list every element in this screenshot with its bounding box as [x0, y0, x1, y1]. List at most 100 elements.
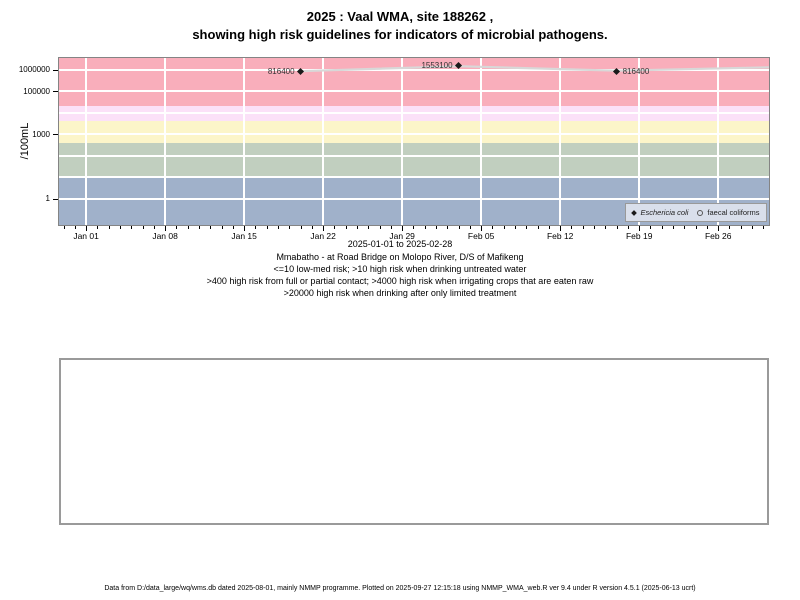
x-minor-tick [356, 226, 358, 229]
x-minor-tick [232, 226, 234, 229]
page-title-line2: showing high risk guidelines for indicat… [192, 27, 608, 42]
x-major-tick [481, 226, 483, 231]
h-gridline [59, 68, 769, 71]
x-tick-label: Jan 01 [73, 231, 99, 241]
legend-label-faecal: faecal coliforms [707, 208, 760, 217]
x-minor-tick [300, 226, 302, 229]
x-minor-tick [187, 226, 189, 229]
x-major-tick [244, 226, 246, 231]
x-minor-tick [673, 226, 675, 229]
y-tick [53, 134, 58, 136]
caption-date-range: 2025-01-01 to 2025-02-28 [347, 239, 453, 249]
x-minor-tick [379, 226, 381, 229]
x-minor-tick [97, 226, 99, 229]
x-minor-tick [424, 226, 426, 229]
data-point-label: 1553100 [421, 60, 453, 70]
x-major-tick [560, 226, 562, 231]
x-minor-tick [469, 226, 471, 229]
legend-item-faecal: faecal coliforms [697, 208, 760, 217]
chart-legend: Eschericia coli faecal coliforms [625, 203, 767, 222]
x-minor-tick [447, 226, 449, 229]
caption-guideline-1: <=10 low-med risk; >10 high risk when dr… [273, 264, 527, 274]
h-gridline [59, 90, 769, 93]
x-major-tick [86, 226, 88, 231]
h-gridline [59, 133, 769, 136]
v-gridline [164, 58, 167, 225]
risk-band [59, 106, 769, 122]
x-minor-tick [650, 226, 652, 229]
x-minor-tick [492, 226, 494, 229]
x-minor-tick [210, 226, 212, 229]
x-major-tick [323, 226, 325, 231]
y-tick-label: 1000 [32, 129, 50, 139]
x-minor-tick [176, 226, 178, 229]
x-minor-tick [119, 226, 121, 229]
h-gridline [59, 111, 769, 114]
x-minor-tick [108, 226, 110, 229]
x-minor-tick [695, 226, 697, 229]
x-minor-tick [706, 226, 708, 229]
v-gridline [85, 58, 88, 225]
page-title-line1: 2025 : Vaal WMA, site 188262 , [306, 9, 494, 24]
y-tick [53, 91, 58, 93]
x-major-tick [639, 226, 641, 231]
x-minor-tick [131, 226, 133, 229]
data-point-label: 816400 [622, 66, 650, 76]
x-minor-tick [153, 226, 155, 229]
v-gridline [243, 58, 246, 225]
x-minor-tick [627, 226, 629, 229]
open-circle-icon [697, 209, 704, 216]
x-minor-tick [763, 226, 765, 229]
x-major-tick [718, 226, 720, 231]
v-gridline [559, 58, 562, 225]
x-tick-label: Feb 26 [704, 231, 732, 241]
caption-site-description: Mmabatho - at Road Bridge on Molopo Rive… [276, 252, 524, 262]
x-minor-tick [311, 226, 313, 229]
x-minor-tick [729, 226, 731, 229]
data-point-label: 816400 [267, 66, 295, 76]
h-gridline [59, 197, 769, 200]
chart-plot-area: Eschericia coli faecal coliforms 816400 1… [59, 58, 769, 225]
y-tick-label: 1 [45, 194, 50, 204]
x-minor-tick [63, 226, 65, 229]
v-gridline [401, 58, 404, 225]
h-gridline [59, 176, 769, 179]
x-minor-tick [616, 226, 618, 229]
h-gridline [59, 154, 769, 157]
y-tick-label: 1000000 [18, 65, 50, 75]
x-minor-tick [266, 226, 268, 229]
faecal-coliforms-line [300, 65, 769, 73]
x-tick-label: Jan 15 [231, 231, 257, 241]
x-minor-tick [548, 226, 550, 229]
x-tick-label: Feb 12 [546, 231, 574, 241]
x-major-tick [402, 226, 404, 231]
empty-panel [59, 358, 769, 525]
y-axis-label: /100mL [19, 122, 31, 160]
x-minor-tick [605, 226, 607, 229]
y-tick [53, 198, 58, 200]
x-minor-tick [368, 226, 370, 229]
x-major-tick [165, 226, 167, 231]
caption-guideline-3: >20000 high risk when drinking after onl… [283, 288, 517, 298]
x-tick-label: Feb 19 [625, 231, 653, 241]
risk-band [59, 58, 769, 107]
y-tick [53, 69, 58, 71]
x-minor-tick [503, 226, 505, 229]
x-minor-tick [334, 226, 336, 229]
x-minor-tick [458, 226, 460, 229]
y-tick-label: 100000 [23, 86, 50, 96]
x-minor-tick [413, 226, 415, 229]
x-minor-tick [74, 226, 76, 229]
risk-band [59, 142, 769, 178]
x-minor-tick [537, 226, 539, 229]
x-minor-tick [582, 226, 584, 229]
x-tick-label: Feb 05 [467, 231, 495, 241]
caption-guideline-2: >400 high risk from full or partial cont… [206, 276, 594, 286]
x-minor-tick [277, 226, 279, 229]
x-minor-tick [345, 226, 347, 229]
x-minor-tick [526, 226, 528, 229]
x-minor-tick [289, 226, 291, 229]
filled-diamond-icon [631, 209, 638, 216]
x-minor-tick [142, 226, 144, 229]
v-gridline [638, 58, 641, 225]
